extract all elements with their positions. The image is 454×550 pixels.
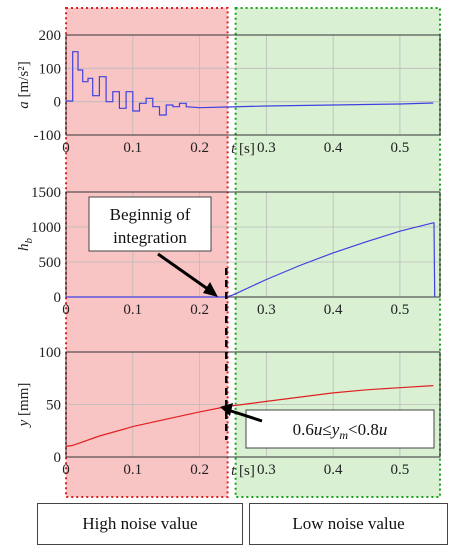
beginning-annotation-box bbox=[88, 196, 212, 252]
y-tick-label: 0 bbox=[54, 450, 62, 466]
y-axis-label-subscript: b bbox=[23, 238, 35, 244]
x-tick-label: 0.5 bbox=[391, 462, 410, 478]
x-tick-label: 0.1 bbox=[123, 302, 142, 318]
x-tick-label: 0.1 bbox=[123, 462, 142, 478]
x-axis-label-symbol: t bbox=[231, 463, 239, 479]
y-tick-label: 100 bbox=[39, 61, 62, 77]
axes-frame bbox=[65, 34, 441, 136]
condition-arrow-shaft bbox=[227, 408, 263, 423]
series-line bbox=[66, 222, 436, 298]
y-tick-label: 1000 bbox=[31, 220, 61, 236]
high-noise-label-box: High noise value bbox=[37, 503, 243, 545]
condition-annotation-box bbox=[245, 409, 435, 449]
y-tick-label: 500 bbox=[39, 255, 62, 271]
y-tick-label: 100 bbox=[39, 345, 62, 361]
y-axis-label-unit: [m/s²] bbox=[16, 61, 32, 97]
x-tick-label: 0 bbox=[62, 302, 70, 318]
x-tick-label: 0.5 bbox=[391, 302, 410, 318]
y-axis-label-unit: [mm] bbox=[16, 383, 32, 416]
x-axis-label-symbol: t bbox=[231, 141, 239, 157]
high-noise-label: High noise value bbox=[82, 514, 198, 533]
beginning-arrow-shaft bbox=[157, 252, 213, 294]
y-axis-label: hb bbox=[16, 238, 35, 252]
y-axis-label: a [m/s²] bbox=[16, 61, 32, 108]
y-axis-label-symbol: a bbox=[16, 97, 32, 108]
low-noise-label-box: Low noise value bbox=[249, 503, 448, 545]
x-tick-label: 0.2 bbox=[190, 140, 209, 156]
low-noise-label: Low noise value bbox=[292, 514, 405, 533]
x-tick-label: 0.4 bbox=[324, 462, 343, 478]
x-axis-label: t [s] bbox=[231, 141, 255, 157]
condition-annotation-text: 0.6u≤ym<0.8u bbox=[293, 420, 388, 442]
y-tick-label: 50 bbox=[46, 398, 61, 414]
axes-frame bbox=[65, 191, 441, 298]
condition-part: <0.8 bbox=[348, 420, 379, 439]
beginning-annotation-line1: Beginnig of bbox=[110, 205, 191, 224]
condition-part: u bbox=[379, 420, 388, 439]
y-tick-label: 0 bbox=[54, 95, 62, 111]
x-tick-label: 0.4 bbox=[324, 302, 343, 318]
x-tick-label: 0.3 bbox=[257, 302, 276, 318]
beginning-annotation: Beginnig of integration bbox=[88, 196, 218, 297]
y-axis-label: y [mm] bbox=[16, 383, 32, 429]
x-tick-label: 0.5 bbox=[391, 140, 410, 156]
chart-panel-2: 0 500 1000 1500 0 0.1 0.2 0.3 0.4 0.5 hb bbox=[16, 185, 441, 318]
x-tick-label: 0.4 bbox=[324, 140, 343, 156]
y-tick-label: 1500 bbox=[31, 185, 61, 201]
x-tick-label: 0.2 bbox=[190, 302, 209, 318]
beginning-arrow-head bbox=[203, 282, 218, 297]
y-axis-label-symbol: y bbox=[16, 416, 32, 428]
condition-arrow-head bbox=[220, 403, 233, 416]
condition-part: ≤ bbox=[322, 420, 331, 439]
condition-annotation: 0.6u≤ym<0.8u bbox=[220, 403, 435, 449]
x-tick-label: 0 bbox=[62, 462, 70, 478]
x-axis-label: t [s] bbox=[231, 463, 255, 479]
x-tick-label: 0.3 bbox=[257, 140, 276, 156]
y-tick-label: -100 bbox=[34, 128, 62, 144]
condition-part: y bbox=[330, 420, 340, 439]
x-tick-label: 0.3 bbox=[257, 462, 276, 478]
y-tick-label: 200 bbox=[39, 28, 62, 44]
x-tick-label: 0.1 bbox=[123, 140, 142, 156]
y-tick-label: 0 bbox=[54, 290, 62, 306]
beginning-annotation-line2: integration bbox=[113, 228, 187, 247]
x-tick-label: 0.2 bbox=[190, 462, 209, 478]
condition-part: u bbox=[314, 420, 323, 439]
x-axis-label-unit: [s] bbox=[239, 141, 255, 157]
x-tick-label: 0 bbox=[62, 140, 70, 156]
series-line bbox=[66, 51, 434, 116]
condition-part: m bbox=[339, 428, 348, 442]
axes-frame bbox=[65, 351, 441, 458]
condition-part: 0.6 bbox=[293, 420, 314, 439]
x-axis-label-unit: [s] bbox=[239, 463, 255, 479]
